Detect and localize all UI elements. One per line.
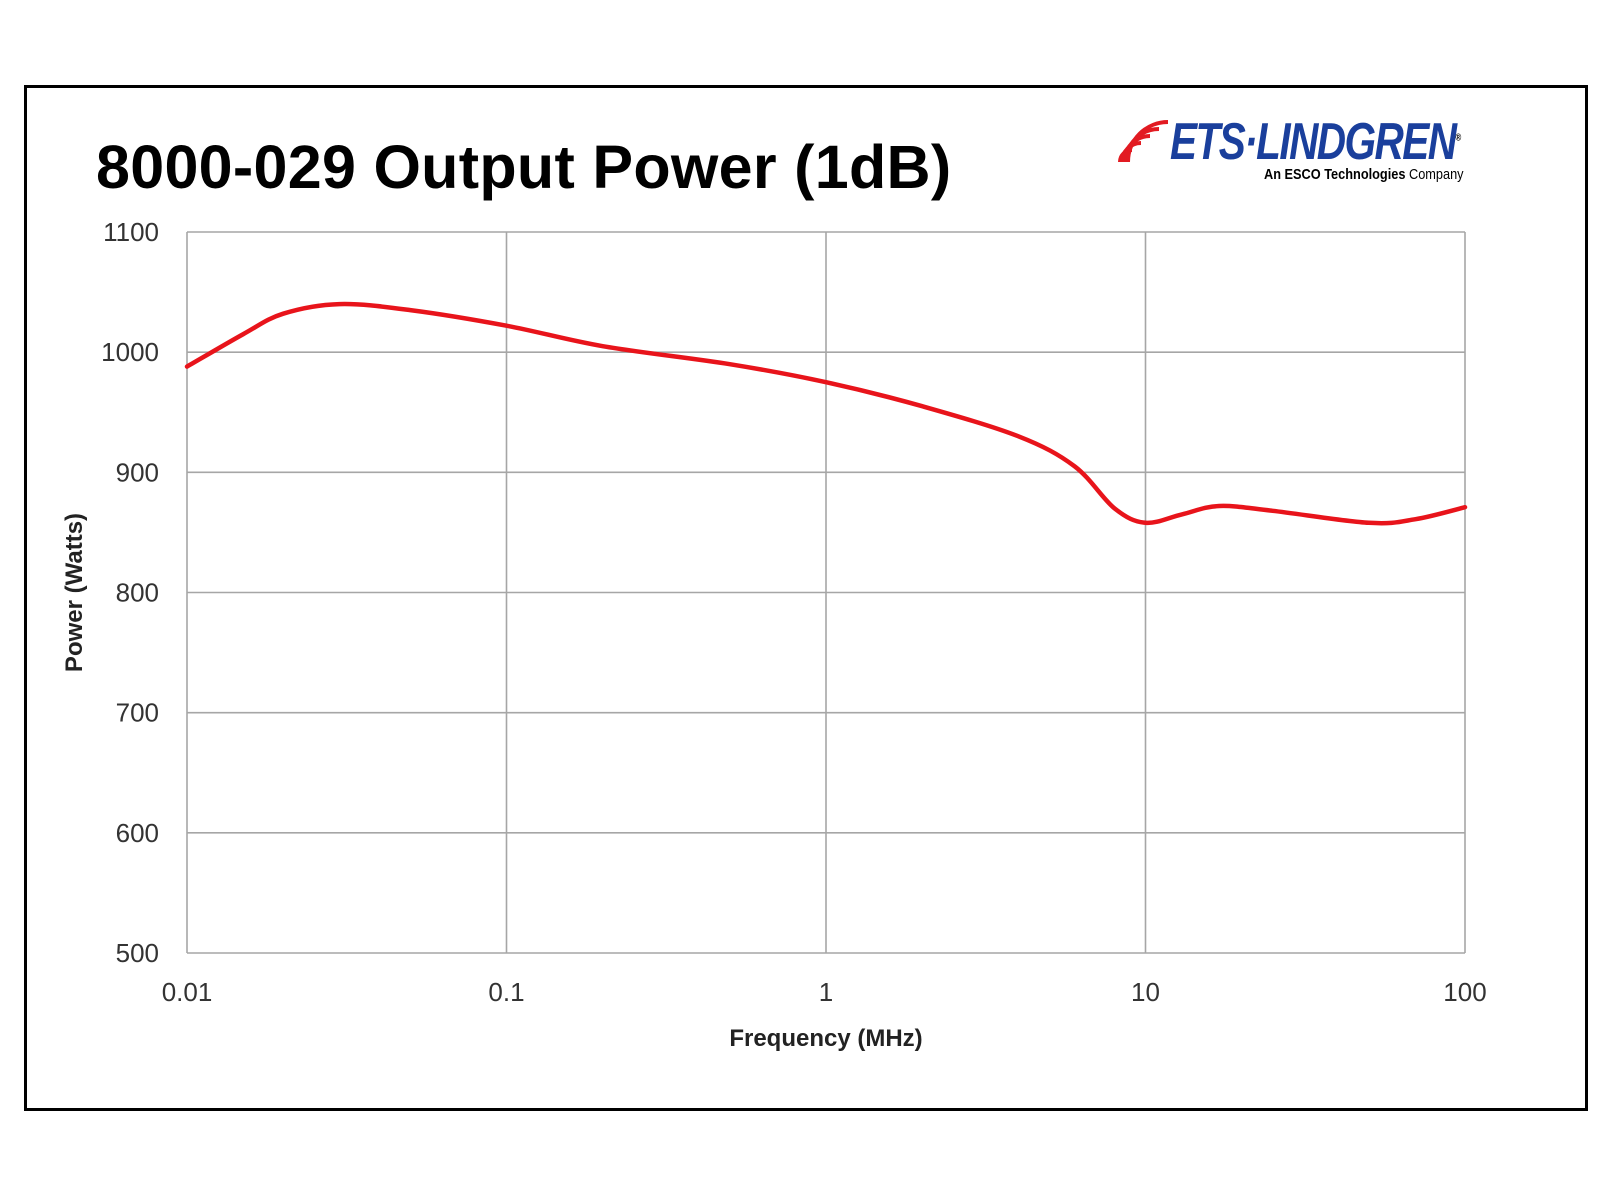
ets-lindgren-logo: ETS·LINDGREN® An ESCO Technologies Compa… xyxy=(1114,112,1514,192)
x-tick-label: 1 xyxy=(819,977,833,1007)
y-tick-label: 1100 xyxy=(103,217,159,247)
x-axis-title: Frequency (MHz) xyxy=(729,1025,922,1052)
y-axis-ticks: 500 600 700 800 900 1000 1100 xyxy=(101,217,159,968)
page-title: 8000-029 Output Power (1dB) xyxy=(96,133,952,201)
chart-grid xyxy=(186,231,1466,954)
power-series-line xyxy=(184,301,1468,526)
logo-stripes-icon xyxy=(1118,120,1169,162)
y-tick-label: 700 xyxy=(116,698,159,728)
y-tick-label: 900 xyxy=(116,457,159,487)
y-tick-label: 600 xyxy=(116,818,159,848)
x-tick-label: 0.1 xyxy=(488,977,524,1007)
x-tick-label: 0.01 xyxy=(162,977,213,1007)
x-tick-label: 100 xyxy=(1443,977,1486,1007)
y-tick-label: 1000 xyxy=(101,337,159,367)
x-axis-ticks: 0.01 0.1 1 10 100 xyxy=(162,977,1487,1007)
logo-stripe xyxy=(1126,120,1169,162)
chart-frame xyxy=(24,85,1588,1111)
logo-tagline: An ESCO Technologies Company xyxy=(1264,166,1464,183)
y-axis-title: Power (Watts) xyxy=(61,513,88,672)
y-tick-label: 500 xyxy=(116,938,159,968)
logo-brand: ETS·LINDGREN® xyxy=(1170,113,1461,171)
y-tick-label: 800 xyxy=(116,578,159,608)
x-tick-label: 10 xyxy=(1131,977,1160,1007)
